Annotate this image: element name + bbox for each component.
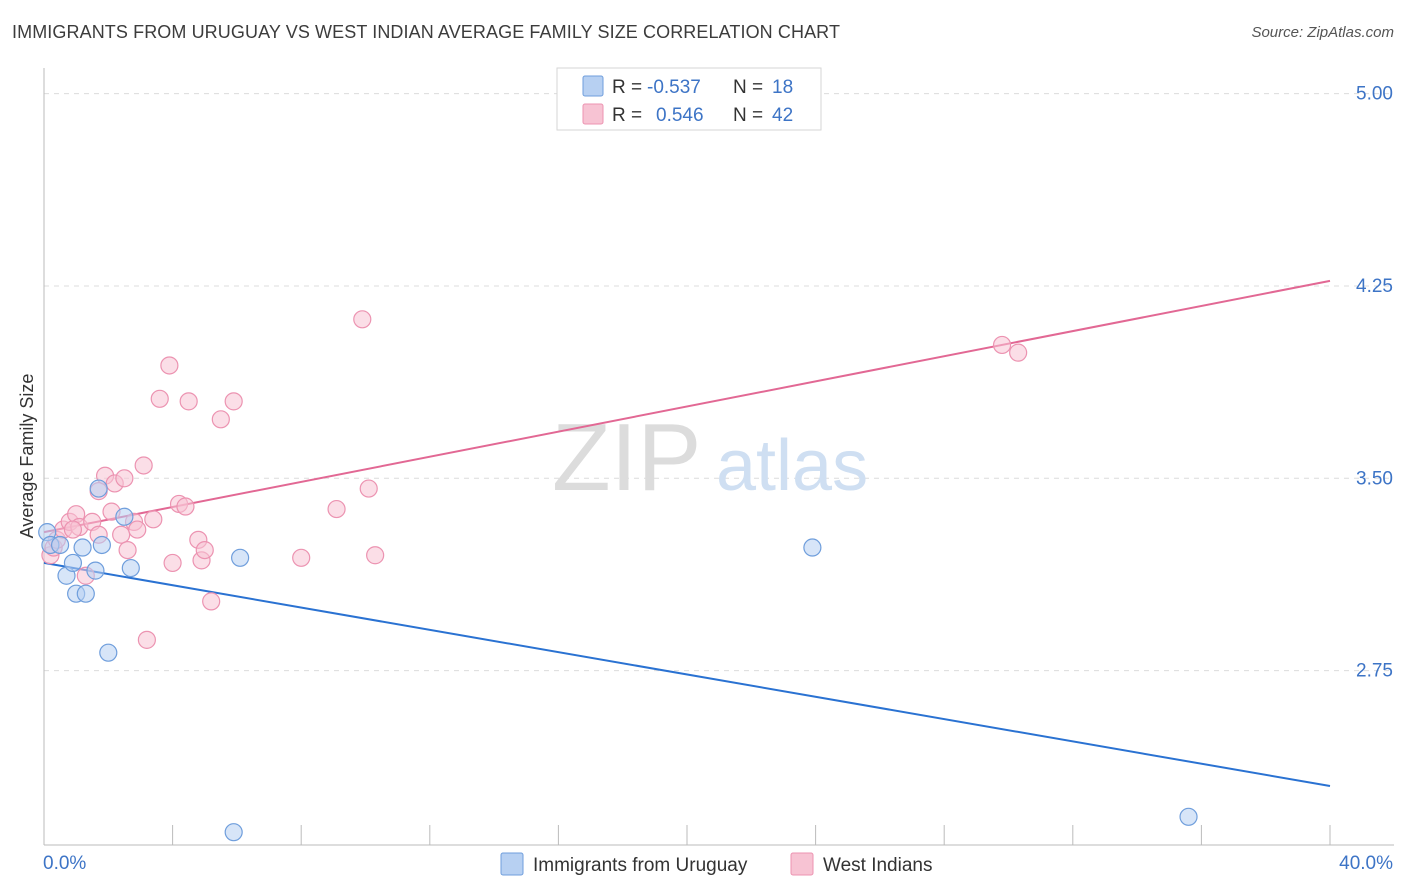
point-uruguay bbox=[224, 823, 243, 842]
point-westindian bbox=[292, 548, 311, 567]
point-westindian bbox=[144, 510, 163, 529]
point-uruguay bbox=[73, 538, 92, 557]
chart-title: IMMIGRANTS FROM URUGUAY VS WEST INDIAN A… bbox=[12, 22, 841, 42]
tick-labels: 2.75 3.50 4.25 5.00 0.0% 40.0% bbox=[43, 84, 1393, 874]
point-uruguay bbox=[63, 553, 83, 573]
point-uruguay bbox=[89, 479, 108, 498]
point-uruguay bbox=[231, 548, 250, 567]
watermark-atlas: atlas bbox=[716, 426, 868, 506]
stats-legend-swatch-uruguay bbox=[582, 75, 604, 97]
point-westindian bbox=[118, 540, 137, 560]
point-westindian bbox=[195, 540, 214, 560]
point-westindian bbox=[176, 497, 195, 516]
data-points bbox=[38, 310, 1198, 842]
point-uruguay bbox=[86, 561, 105, 580]
point-westindian bbox=[179, 392, 198, 411]
stats-n-value-westindian: 42 bbox=[772, 105, 793, 126]
point-westindian bbox=[137, 630, 156, 649]
trend-lines bbox=[43, 279, 1331, 788]
point-uruguay bbox=[1179, 807, 1198, 826]
y-axis-label: Average Family Size bbox=[17, 374, 37, 539]
point-westindian bbox=[353, 310, 372, 329]
watermark-zip: ZIP bbox=[552, 404, 701, 511]
point-westindian bbox=[150, 389, 169, 408]
series-legend: Immigrants from Uruguay West Indians bbox=[500, 852, 932, 876]
point-westindian bbox=[112, 525, 131, 544]
stats-legend-swatch-westindian bbox=[582, 103, 604, 125]
point-uruguay bbox=[92, 535, 111, 555]
y-tick-label: 4.25 bbox=[1356, 276, 1393, 297]
point-uruguay bbox=[99, 643, 118, 662]
trend-line-uruguay bbox=[43, 561, 1331, 788]
point-westindian bbox=[115, 469, 134, 488]
stats-legend: R = -0.537 N = 18 R = 0.546 N = 42 bbox=[556, 67, 822, 131]
legend-swatch-uruguay bbox=[500, 852, 524, 876]
legend-swatch-westindian bbox=[790, 852, 814, 876]
stats-r-label-westindian: R = bbox=[612, 105, 642, 126]
stats-n-value-uruguay: 18 bbox=[772, 77, 793, 98]
point-westindian bbox=[327, 499, 346, 519]
point-westindian bbox=[1009, 343, 1028, 362]
legend-label-uruguay: Immigrants from Uruguay bbox=[533, 855, 748, 876]
point-westindian bbox=[992, 335, 1012, 355]
stats-n-label-uruguay: N = bbox=[733, 77, 763, 98]
point-westindian bbox=[160, 356, 179, 375]
y-tick-label: 5.00 bbox=[1356, 84, 1393, 105]
x-tick-label-min: 0.0% bbox=[43, 853, 86, 874]
stats-r-label-uruguay: R = bbox=[612, 77, 642, 98]
point-uruguay bbox=[121, 558, 140, 578]
axes bbox=[43, 68, 1394, 846]
point-westindian bbox=[63, 520, 83, 539]
point-westindian bbox=[202, 592, 221, 611]
point-uruguay bbox=[76, 584, 95, 603]
stats-r-value-uruguay: -0.537 bbox=[647, 77, 701, 98]
legend-label-westindian: West Indians bbox=[823, 855, 932, 876]
stats-r-value-westindian: 0.546 bbox=[656, 105, 704, 126]
chart-source: Source: ZipAtlas.com bbox=[1251, 24, 1394, 41]
y-tick-label: 2.75 bbox=[1356, 661, 1393, 682]
x-tick-label-max: 40.0% bbox=[1339, 853, 1393, 874]
point-westindian bbox=[163, 553, 182, 573]
stats-n-label-westindian: N = bbox=[733, 105, 763, 126]
point-uruguay bbox=[803, 538, 822, 557]
point-westindian bbox=[359, 479, 378, 498]
trend-line-westindian bbox=[43, 279, 1331, 534]
y-tick-label: 3.50 bbox=[1356, 468, 1393, 489]
point-westindian bbox=[224, 392, 243, 411]
point-uruguay bbox=[115, 507, 134, 526]
point-uruguay bbox=[50, 535, 70, 555]
grid-lines bbox=[44, 93, 1394, 672]
point-westindian bbox=[211, 410, 230, 429]
point-westindian bbox=[366, 546, 385, 565]
point-westindian bbox=[134, 456, 153, 475]
point-westindian bbox=[128, 520, 147, 539]
